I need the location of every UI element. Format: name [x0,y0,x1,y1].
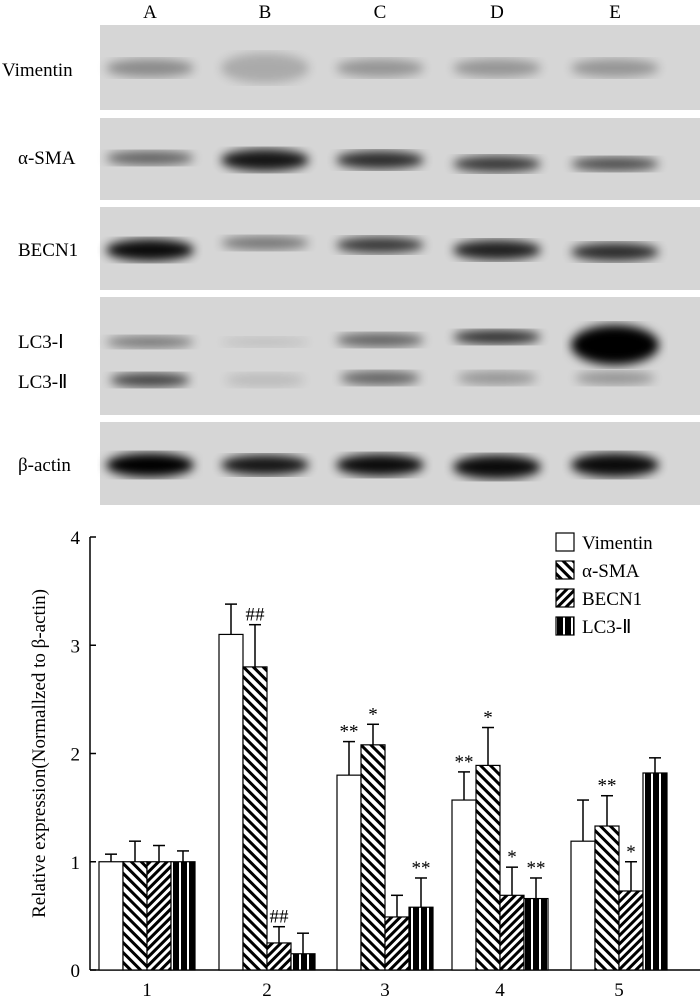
band [457,371,537,385]
y-tick-label: 1 [71,853,81,874]
legend-label: Vimentin [582,533,653,554]
bar-chart: 0 1 2 3 4 Relative expression(Normallzed to β… [29,528,700,1001]
band [221,455,309,475]
legend-swatch [555,616,575,636]
y-axis-label: Relative expression(Normallzed to β-acti… [29,589,50,918]
significance-mark: ** [598,776,617,797]
bar [218,633,244,971]
lane-label: D [490,2,504,23]
band [106,453,194,477]
band [336,59,424,77]
row-label: LC3-Ⅱ [18,372,67,393]
significance-mark: ** [455,752,474,773]
band [106,239,194,261]
significance-mark: ** [340,722,359,743]
band [575,371,655,385]
band [340,371,420,385]
bar [146,861,172,971]
row-label: α-SMA [18,148,76,169]
x-tick-label: 1 [142,980,152,1001]
band [106,59,194,77]
legend-swatch [555,560,575,580]
legend-label: α-SMA [582,561,640,582]
lane-label: A [143,2,157,23]
band [221,53,309,83]
row-label: β-actin [18,455,71,476]
bar [360,744,386,971]
bar [408,906,434,971]
band [336,151,424,169]
bar [618,890,644,971]
y-tick-label: 3 [71,636,81,657]
bar [642,772,668,971]
legend-swatch [555,588,575,608]
band [225,373,305,387]
band [453,156,541,172]
row-label: Vimentin [2,60,73,81]
bar [266,942,292,971]
legend-label: LC3-Ⅱ [582,617,631,638]
bar [242,666,268,971]
band [453,330,541,344]
bar [384,916,410,971]
y-tick-label: 0 [71,961,81,982]
bar [570,840,596,971]
significance-mark: * [483,708,493,729]
band [571,157,659,171]
band [571,325,659,365]
lane-label: C [374,2,387,23]
x-tick-label: 5 [614,980,624,1001]
band [453,59,541,77]
bar [336,774,362,971]
bar [290,953,316,971]
band [336,237,424,253]
band [336,454,424,476]
band [110,373,190,387]
lane-label: B [259,2,272,23]
bar [523,897,549,971]
band [221,236,309,250]
bar [475,764,501,971]
band [571,453,659,477]
significance-mark: ** [412,858,431,879]
row-label: LC3-Ⅰ [18,332,64,353]
significance-mark: ## [246,605,266,626]
bar [98,861,124,971]
band [453,455,541,479]
row-label: BECN1 [18,240,78,261]
significance-mark: ** [527,858,546,879]
western-blot: A B C D E Vimentin α-SMA BECN1 LC3-Ⅰ LC3-Ⅱ β-actin [2,2,700,505]
band [336,333,424,347]
significance-mark: * [626,842,636,863]
significance-mark: * [368,704,378,725]
significance-mark: * [507,847,517,868]
band [221,149,309,171]
band [453,240,541,260]
bar [170,861,196,971]
x-tick-label: 2 [262,980,272,1001]
legend-label: BECN1 [582,589,642,610]
y-tick-label: 4 [71,528,81,549]
band [221,337,309,347]
x-tick-label: 4 [495,980,505,1001]
bar [122,861,148,971]
band [106,336,194,348]
lane-label: E [609,2,621,23]
significance-mark: ## [270,907,290,928]
y-tick-label: 2 [71,745,81,766]
band [571,243,659,261]
legend-swatch [555,532,575,552]
x-tick-label: 3 [380,980,390,1001]
bar [594,825,620,971]
band [571,59,659,77]
bar [451,799,477,971]
bar [499,894,525,971]
band [106,151,194,165]
